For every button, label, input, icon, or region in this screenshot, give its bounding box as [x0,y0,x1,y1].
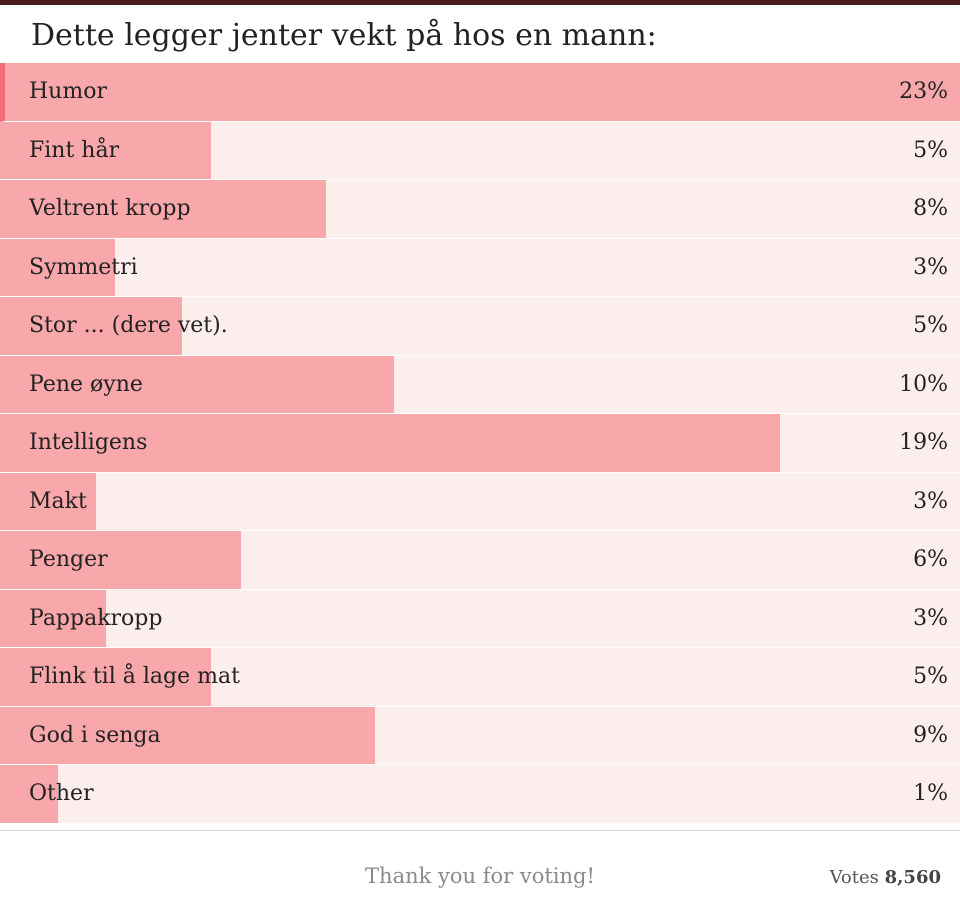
result-bar-fill [0,180,327,238]
poll-option-row: Stor ... (dere vet). 5% [0,297,960,356]
option-percent: 5% [913,313,948,339]
option-label: Intelligens [29,430,148,456]
option-percent: 9% [913,722,948,748]
poll-option-row: Makt 3% [0,472,960,531]
option-percent: 3% [913,605,948,631]
result-bar-fill [0,121,212,179]
poll-results: Humor 23% Fint hår 5% Veltrent kropp 8% Symmet… [0,63,960,824]
option-percent: 10% [899,371,948,397]
result-bar-fill [0,355,394,413]
result-bar-fill [0,297,183,355]
option-percent: 5% [913,137,948,163]
option-label: Symmetri [29,254,138,280]
option-percent: 6% [913,547,948,573]
option-percent: 3% [913,254,948,280]
result-bar-fill [0,589,106,647]
option-label: God i senga [29,722,161,748]
poll-option-row: Other 1% [0,765,960,824]
result-bar-fill [0,648,212,706]
option-percent: 19% [899,430,948,456]
result-bar-fill [0,765,58,823]
poll-option-row: Fint hår 5% [0,121,960,180]
votes-label: Votes [829,867,879,888]
option-label: Makt [29,488,87,514]
result-bar-fill [5,63,960,121]
poll-option-row: Penger 6% [0,531,960,590]
result-bar-fill [0,414,781,472]
poll-option-row: God i senga 9% [0,706,960,765]
option-label: Pappakropp [29,605,163,631]
option-label: Flink til å lage mat [29,664,240,690]
option-label: Fint hår [29,137,120,163]
poll-option-row: Symmetri 3% [0,238,960,297]
poll-option-row: Flink til å lage mat 5% [0,648,960,707]
option-label: Penger [29,547,108,573]
poll-footer: Thank you for voting! Votes 8,560 [0,830,960,902]
result-bar-fill [0,531,241,589]
option-label: Other [29,781,94,807]
option-label: Veltrent kropp [29,196,191,222]
option-label: Pene øyne [29,371,143,397]
thank-you-message: Thank you for voting! [365,864,595,888]
result-bar-fill [0,706,376,764]
option-percent: 1% [913,781,948,807]
poll-title: Dette legger jenter vekt på hos en mann: [31,18,657,53]
votes-count: 8,560 [884,867,941,888]
poll-option-row: Pappakropp 3% [0,589,960,648]
option-percent: 3% [913,488,948,514]
option-label: Humor [29,79,107,105]
result-bar-fill [0,238,116,296]
poll-option-row: Veltrent kropp 8% [0,180,960,239]
option-label: Stor ... (dere vet). [29,313,228,339]
result-bar-fill [0,472,96,530]
poll-option-row: Intelligens 19% [0,414,960,473]
vote-total: Votes 8,560 [830,867,941,888]
option-percent: 5% [913,664,948,690]
poll-option-row: Humor 23% [0,63,960,122]
option-percent: 23% [899,79,948,105]
poll-option-row: Pene øyne 10% [0,355,960,414]
option-percent: 8% [913,196,948,222]
